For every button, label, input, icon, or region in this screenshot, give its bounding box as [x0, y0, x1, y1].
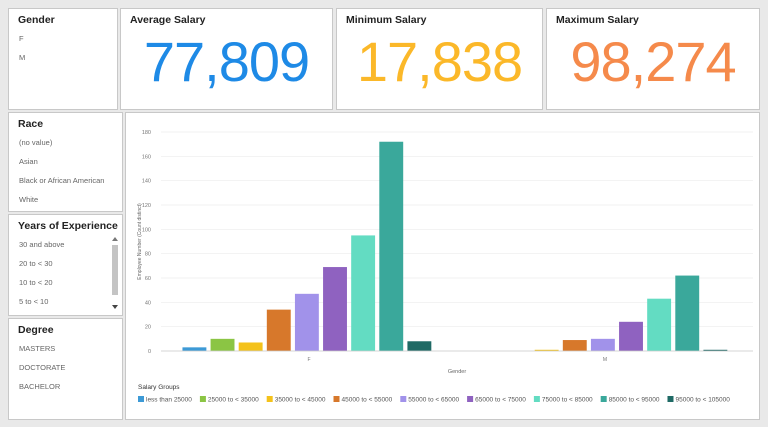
bar: [323, 267, 347, 351]
scroll-up[interactable]: [112, 237, 118, 241]
kpi-value: 98,274: [570, 30, 736, 93]
legend-label: 55000 to < 65000: [408, 397, 459, 404]
x-tick-label: M: [603, 357, 607, 363]
filter-title: Years of Experience: [18, 220, 118, 232]
filter-option[interactable]: 10 to < 20: [19, 278, 53, 287]
legend-label: 65000 to < 75000: [475, 397, 526, 404]
legend-label: 95000 to < 105000: [675, 397, 730, 404]
kpi-value: 77,809: [143, 30, 310, 93]
filter-panel: Race (no value) Asian Black or African Amer…: [8, 112, 123, 212]
bar: [182, 347, 207, 351]
y-tick-label: 40: [145, 300, 151, 306]
bar: [210, 338, 235, 351]
bar: [534, 349, 559, 351]
filter-panel: Degree MASTERS DOCTORATE BACHELOR: [8, 318, 123, 420]
y-tick-label: 60: [145, 276, 151, 282]
filter-option[interactable]: M: [19, 53, 26, 62]
legend-swatch: [667, 396, 674, 402]
bar: [675, 275, 700, 351]
y-tick-label: 20: [145, 325, 151, 331]
filter-title: Gender: [18, 14, 55, 26]
filter-option[interactable]: F: [19, 34, 24, 43]
legend-swatch: [400, 396, 407, 402]
scrollbar: [112, 245, 118, 295]
legend-label: 35000 to < 45000: [275, 397, 326, 404]
filter-option[interactable]: DOCTORATE: [19, 363, 66, 372]
filter-option[interactable]: 30 and above: [19, 240, 65, 249]
legend-label: 85000 to < 95000: [609, 397, 660, 404]
legend-swatch: [333, 396, 340, 402]
filter-title: Race: [18, 118, 44, 130]
filter-option[interactable]: BACHELOR: [19, 382, 61, 391]
bar: [379, 141, 404, 351]
y-tick-label: 160: [142, 154, 151, 160]
kpi-title: Average Salary: [130, 14, 206, 26]
bar: [407, 341, 432, 351]
kpi-card: Average Salary 77,809: [120, 8, 333, 110]
kpi-title: Maximum Salary: [556, 14, 639, 26]
bar: [294, 293, 319, 351]
chart: 0 20 40 60 80 100 120 140 160 180 Employee Number …: [137, 130, 753, 404]
bar: [647, 298, 672, 351]
filter-panel: Years of Experience 30 and above 20 to < 3…: [8, 214, 123, 316]
bar: [703, 349, 728, 351]
legend-label: 75000 to < 85000: [542, 397, 593, 404]
bar: [619, 321, 643, 351]
legend-label: 25000 to < 35000: [208, 397, 259, 404]
scroll-down[interactable]: [112, 305, 118, 309]
filter-option[interactable]: (no value): [19, 138, 53, 147]
kpi-card: Minimum Salary 17,838: [336, 8, 543, 110]
y-tick-label: 100: [142, 227, 151, 233]
x-tick-label: F: [307, 357, 310, 363]
y-tick-label: 140: [142, 179, 151, 185]
filter-option[interactable]: MASTERS: [19, 344, 56, 353]
bar: [562, 340, 587, 351]
filter-panel: Gender F M: [8, 8, 118, 110]
y-axis-label: Employee Number (Count distinct): [137, 203, 143, 280]
legend-label: 45000 to < 55000: [342, 397, 393, 404]
legend-swatch: [533, 396, 540, 402]
y-tick-label: 80: [145, 252, 151, 258]
legend-label: less than 25000: [146, 397, 192, 404]
kpi-card: Maximum Salary 98,274: [546, 8, 760, 110]
y-tick-label: 0: [148, 349, 151, 355]
filter-option[interactable]: 5 to < 10: [19, 297, 49, 306]
filter-option[interactable]: White: [19, 195, 39, 204]
legend-swatch: [138, 396, 144, 402]
legend-swatch: [600, 396, 607, 402]
bar: [351, 235, 376, 351]
x-axis-label: Gender: [448, 369, 467, 375]
bar: [266, 309, 291, 351]
filter-option[interactable]: Black or African American: [19, 176, 105, 185]
chart-panel: 0 20 40 60 80 100 120 140 160 180 Employee Number …: [125, 112, 760, 420]
y-tick-label: 180: [142, 130, 151, 136]
filter-title: Degree: [18, 324, 54, 336]
bar: [590, 338, 615, 351]
legend-title: Salary Groups: [138, 384, 180, 391]
filter-option[interactable]: Asian: [19, 157, 38, 166]
kpi-title: Minimum Salary: [346, 14, 427, 26]
filter-option[interactable]: 20 to < 30: [19, 259, 53, 268]
kpi-value: 17,838: [356, 30, 523, 93]
legend-swatch: [266, 396, 273, 402]
bar: [238, 342, 263, 351]
legend-swatch: [199, 396, 206, 402]
legend-swatch: [467, 396, 474, 402]
y-tick-label: 120: [142, 203, 151, 209]
